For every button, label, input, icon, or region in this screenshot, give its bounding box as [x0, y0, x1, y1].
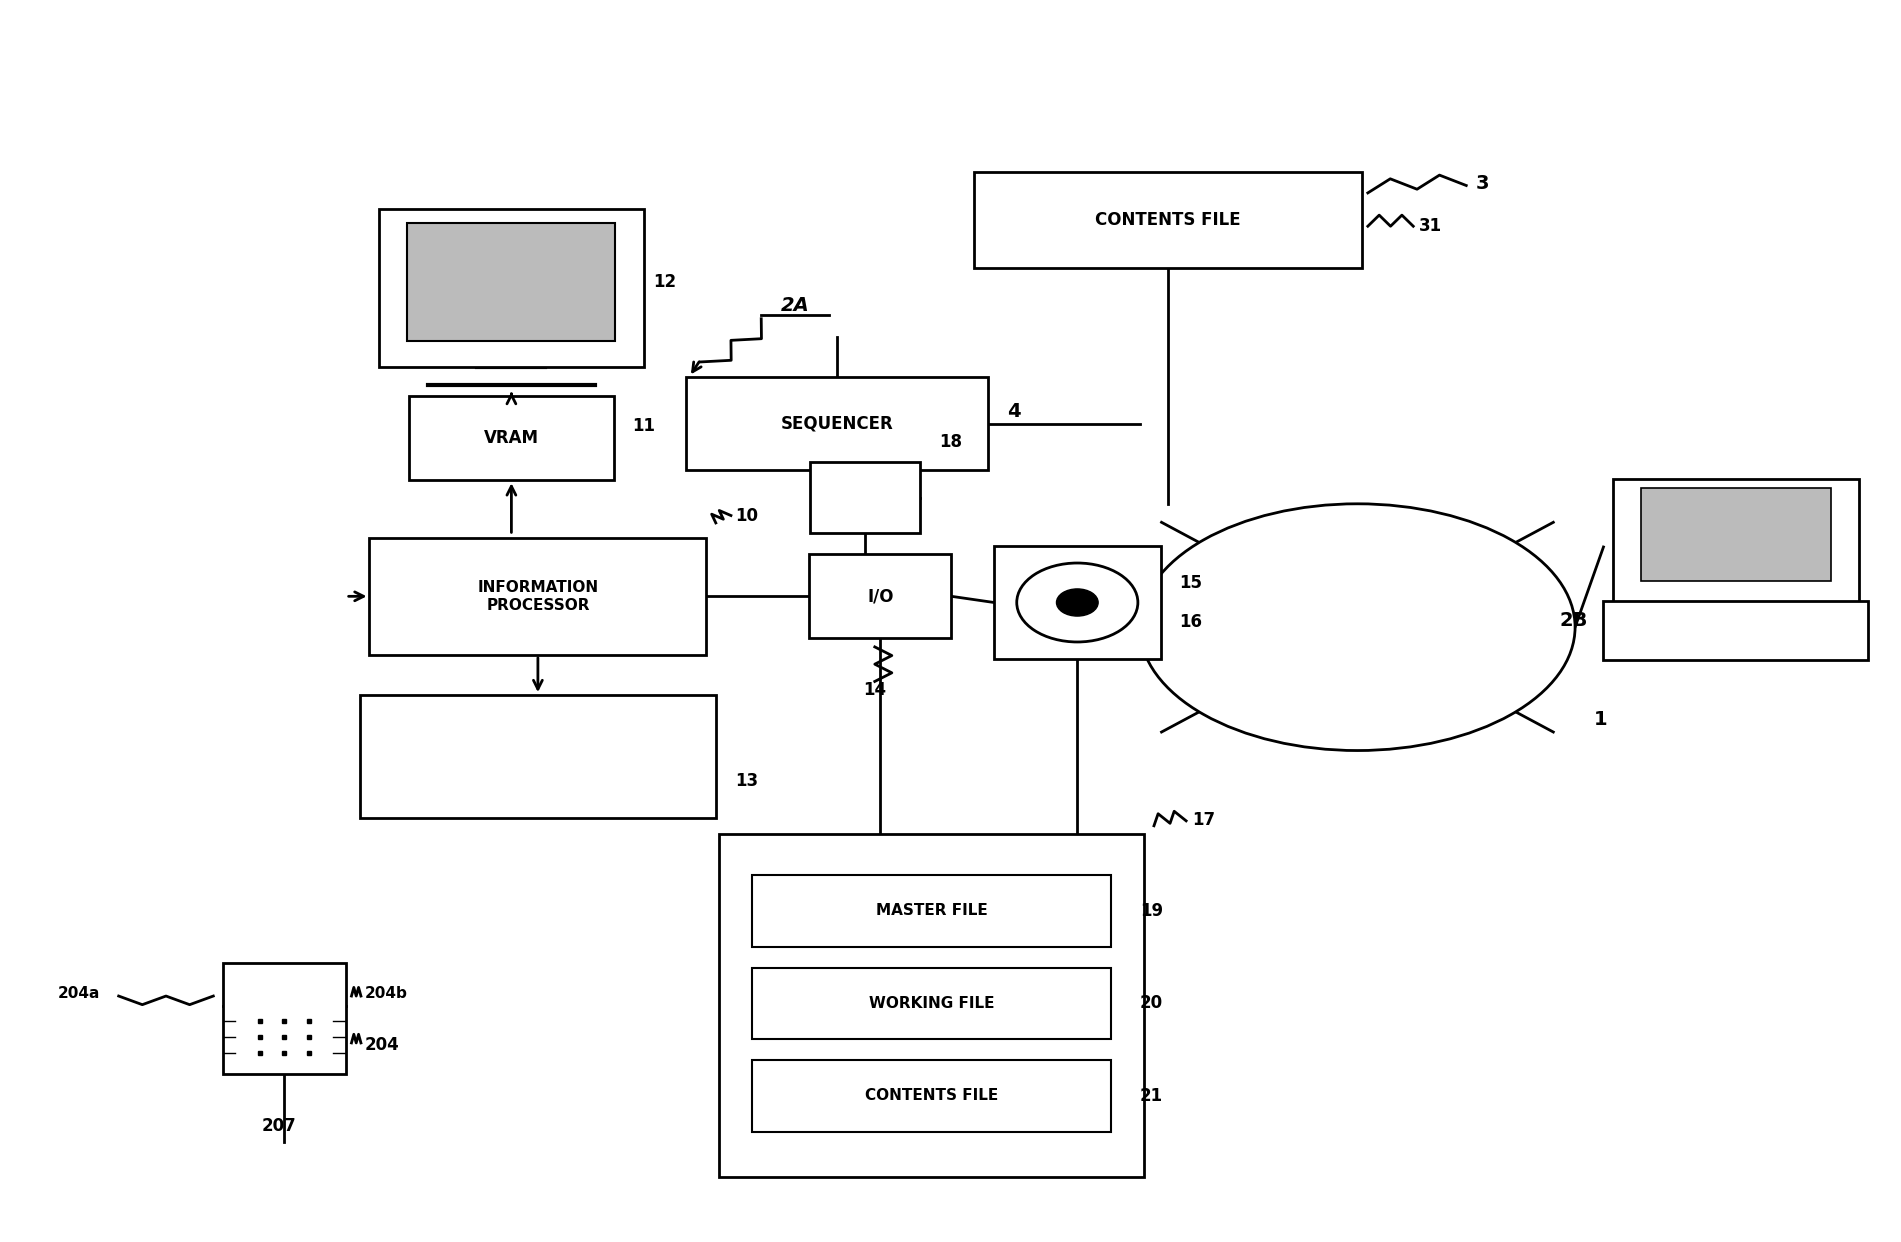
Text: 13: 13	[734, 773, 758, 790]
Text: 19: 19	[1141, 902, 1163, 920]
Text: I/O: I/O	[867, 587, 893, 605]
Bar	[1612, 479, 1859, 602]
Text: 3: 3	[1475, 174, 1488, 193]
Text: 14: 14	[863, 681, 886, 699]
Bar	[994, 545, 1162, 660]
Text: 10: 10	[734, 507, 758, 524]
Text: CONTENTS FILE: CONTENTS FILE	[865, 1088, 998, 1103]
Bar	[378, 209, 644, 366]
Text: SEQUENCER: SEQUENCER	[781, 415, 893, 432]
Bar	[973, 171, 1363, 268]
Bar	[810, 462, 920, 533]
Bar	[751, 968, 1112, 1040]
Bar	[810, 554, 950, 638]
Bar	[407, 222, 616, 342]
Text: 18: 18	[939, 433, 962, 451]
Text: INFORMATION
PROCESSOR: INFORMATION PROCESSOR	[477, 580, 599, 612]
Text: 4: 4	[1008, 401, 1021, 421]
Bar	[719, 835, 1144, 1177]
Text: 20: 20	[1141, 995, 1163, 1012]
Bar	[369, 538, 707, 655]
Text: CONTENTS FILE: CONTENTS FILE	[1095, 211, 1241, 229]
Bar	[222, 963, 346, 1074]
Bar	[1603, 601, 1869, 661]
Text: 11: 11	[633, 417, 656, 435]
Text: 207: 207	[260, 1117, 297, 1135]
Text: WORKING FILE: WORKING FILE	[869, 996, 994, 1011]
Circle shape	[1057, 589, 1099, 616]
Text: 16: 16	[1179, 614, 1203, 631]
Bar	[359, 696, 717, 818]
Text: 15: 15	[1179, 574, 1203, 591]
Text: 204b: 204b	[365, 986, 407, 1001]
Text: 21: 21	[1141, 1087, 1163, 1105]
Bar	[751, 1061, 1112, 1131]
Bar	[751, 876, 1112, 946]
Bar	[409, 396, 614, 481]
Text: 204a: 204a	[57, 986, 99, 1001]
Text: 31: 31	[1418, 217, 1443, 235]
Circle shape	[1017, 563, 1139, 642]
Text: 1: 1	[1595, 710, 1608, 729]
Text: 17: 17	[1192, 811, 1215, 828]
Text: 2A: 2A	[781, 296, 810, 315]
Text: VRAM: VRAM	[485, 430, 538, 447]
Ellipse shape	[1141, 504, 1576, 750]
Text: 12: 12	[654, 273, 677, 291]
Text: 204: 204	[365, 1036, 399, 1054]
Bar	[686, 378, 989, 469]
Text: 2B: 2B	[1561, 611, 1589, 631]
Bar	[1641, 488, 1831, 581]
Text: MASTER FILE: MASTER FILE	[876, 903, 987, 918]
